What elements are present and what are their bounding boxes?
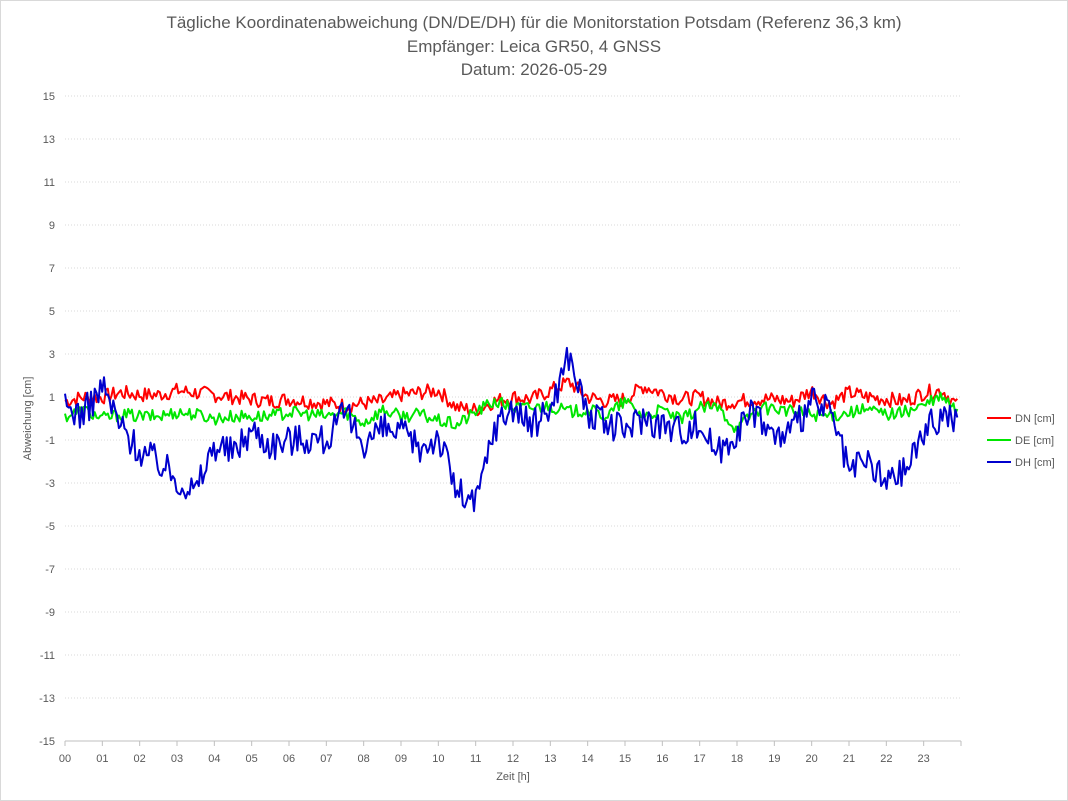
x-tick-label: 01 xyxy=(96,753,108,765)
y-tick-label: -7 xyxy=(45,564,55,576)
x-tick-label: 07 xyxy=(320,753,332,765)
x-tick-label: 21 xyxy=(843,753,855,765)
legend-label: DH [cm] xyxy=(1015,457,1055,469)
series-line xyxy=(64,346,959,513)
x-tick-label: 13 xyxy=(544,753,556,765)
y-tick-label: 1 xyxy=(49,392,55,404)
y-tick-label: -5 xyxy=(45,521,55,533)
legend: DN [cm] DE [cm] DH [cm] xyxy=(987,413,1055,469)
x-tick-label: 04 xyxy=(208,753,220,765)
x-axis-ticks: 00 01 02 03 04 05 06 07 08 09 10 11 12 13 14 15 16 17 18 19… xyxy=(59,753,930,765)
x-tick-label: 15 xyxy=(619,753,631,765)
y-tick-label: 9 xyxy=(49,220,55,232)
y-tick-label: 7 xyxy=(49,263,55,275)
y-tick-label: -11 xyxy=(40,650,55,662)
x-tick-label: 17 xyxy=(694,753,706,765)
y-tick-label: -1 xyxy=(45,435,55,447)
x-tick-label: 08 xyxy=(358,753,370,765)
x-tick-label: 22 xyxy=(880,753,892,765)
chart-subtitle-date: Datum: 2026-05-29 xyxy=(460,60,608,79)
y-tick-label: -9 xyxy=(45,607,55,619)
series-lines xyxy=(64,346,959,513)
x-tick-label: 02 xyxy=(134,753,146,765)
x-tick-label: 00 xyxy=(59,753,71,765)
chart-title: Tägliche Koordinatenabweichung (DN/DE/DH… xyxy=(166,13,902,32)
x-tick-label: 19 xyxy=(768,753,780,765)
x-tick-label: 23 xyxy=(918,753,930,765)
y-axis-ticks: 15 13 11 9 7 5 3 1 -1 -3 -5 -7 -9 -11 -13 -15 xyxy=(39,91,55,748)
x-tick-label: 09 xyxy=(395,753,407,765)
x-tick-label: 20 xyxy=(806,753,818,765)
y-tick-label: 11 xyxy=(44,177,55,189)
y-tick-label: -3 xyxy=(45,478,55,490)
y-axis-label: Abweichung [cm] xyxy=(22,377,34,461)
y-tick-label: 5 xyxy=(49,306,55,318)
x-tick-label: 05 xyxy=(246,753,258,765)
x-tick-label: 18 xyxy=(731,753,743,765)
x-tick-label: 14 xyxy=(582,753,594,765)
y-tick-label: 3 xyxy=(49,349,55,361)
legend-label: DE [cm] xyxy=(1015,435,1054,447)
x-axis-label: Zeit [h] xyxy=(496,771,530,783)
gridlines xyxy=(65,95,961,699)
x-tick-label: 10 xyxy=(432,753,444,765)
y-tick-label: -15 xyxy=(39,736,55,748)
y-tick-label: 13 xyxy=(43,134,55,146)
chart-subtitle-receiver: Empfänger: Leica GR50, 4 GNSS xyxy=(406,37,662,56)
x-tick-label: 16 xyxy=(656,753,668,765)
y-tick-label: -13 xyxy=(39,693,55,705)
x-tick-label: 11 xyxy=(470,753,481,765)
legend-label: DN [cm] xyxy=(1015,413,1055,425)
x-tick-label: 12 xyxy=(507,753,519,765)
y-tick-label: 15 xyxy=(43,91,55,103)
x-tick-label: 03 xyxy=(171,753,183,765)
x-axis-tick-marks xyxy=(64,741,962,746)
x-tick-label: 06 xyxy=(283,753,295,765)
